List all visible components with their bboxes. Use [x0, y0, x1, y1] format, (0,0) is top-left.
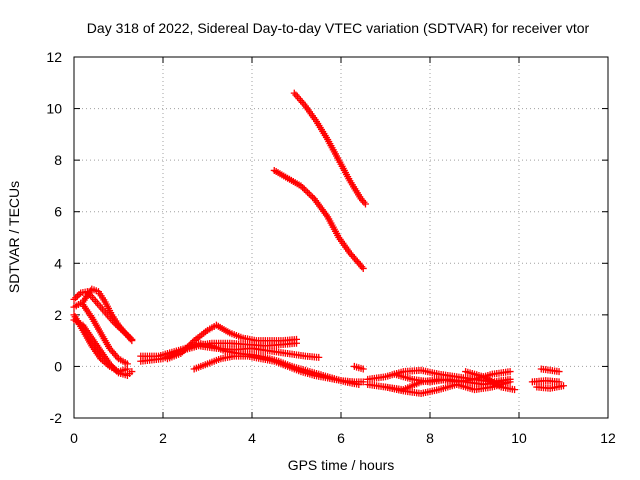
data-point — [126, 334, 134, 342]
data-point — [123, 331, 131, 339]
data-point — [125, 332, 133, 340]
data-point — [309, 193, 317, 201]
y-tick-label: 8 — [54, 152, 62, 168]
x-tick-labels: 0 2 4 6 8 10 12 — [70, 430, 616, 446]
x-tick-label: 8 — [426, 430, 434, 446]
data-point — [121, 329, 129, 337]
data-point — [299, 184, 307, 192]
x-tick-label: 2 — [159, 430, 167, 446]
data-point — [315, 353, 323, 361]
y-tick-label: 0 — [54, 358, 62, 374]
data-point — [359, 365, 367, 373]
data-point — [506, 378, 514, 386]
y-tick-label: -2 — [50, 410, 63, 426]
data-point — [297, 182, 305, 190]
data-point — [307, 192, 315, 200]
y-tick-label: 2 — [54, 307, 62, 323]
x-tick-label: 6 — [337, 430, 345, 446]
data-point — [302, 187, 310, 195]
data-point — [506, 368, 514, 376]
x-tick-label: 0 — [70, 430, 78, 446]
data-point — [305, 190, 313, 198]
data-point — [555, 368, 563, 376]
data-point — [128, 335, 136, 343]
x-tick-label: 10 — [511, 430, 527, 446]
y-tick-label: 10 — [46, 101, 62, 117]
x-axis-label: GPS time / hours — [288, 457, 395, 473]
data-point — [75, 291, 83, 299]
x-tick-label: 12 — [600, 430, 616, 446]
data-point — [359, 378, 367, 386]
data-point — [123, 360, 131, 368]
data-point — [511, 386, 519, 394]
y-tick-labels: -2 0 2 4 6 8 10 12 — [46, 49, 62, 426]
data-point — [304, 188, 312, 196]
y-tick-label: 4 — [54, 255, 62, 271]
grid-lines — [74, 57, 608, 418]
data-point — [359, 264, 367, 272]
data-point — [355, 380, 363, 388]
data-point — [178, 348, 186, 356]
data-point — [361, 200, 369, 208]
data-markers — [70, 89, 567, 398]
data-point — [293, 335, 300, 343]
data-point — [73, 292, 81, 300]
data-point — [177, 350, 185, 358]
y-tick-label: 12 — [46, 49, 62, 65]
chart-title: Day 318 of 2022, Sidereal Day-to-day VTE… — [87, 20, 590, 36]
data-point — [70, 295, 78, 303]
y-axis-label: SDTVAR / TECUs — [6, 181, 22, 293]
data-point — [72, 294, 80, 302]
data-point — [300, 185, 308, 193]
x-tick-label: 4 — [248, 430, 256, 446]
data-point — [560, 382, 567, 390]
data-point — [128, 368, 136, 376]
y-tick-label: 6 — [54, 204, 62, 220]
axis-ticks — [73, 56, 609, 419]
